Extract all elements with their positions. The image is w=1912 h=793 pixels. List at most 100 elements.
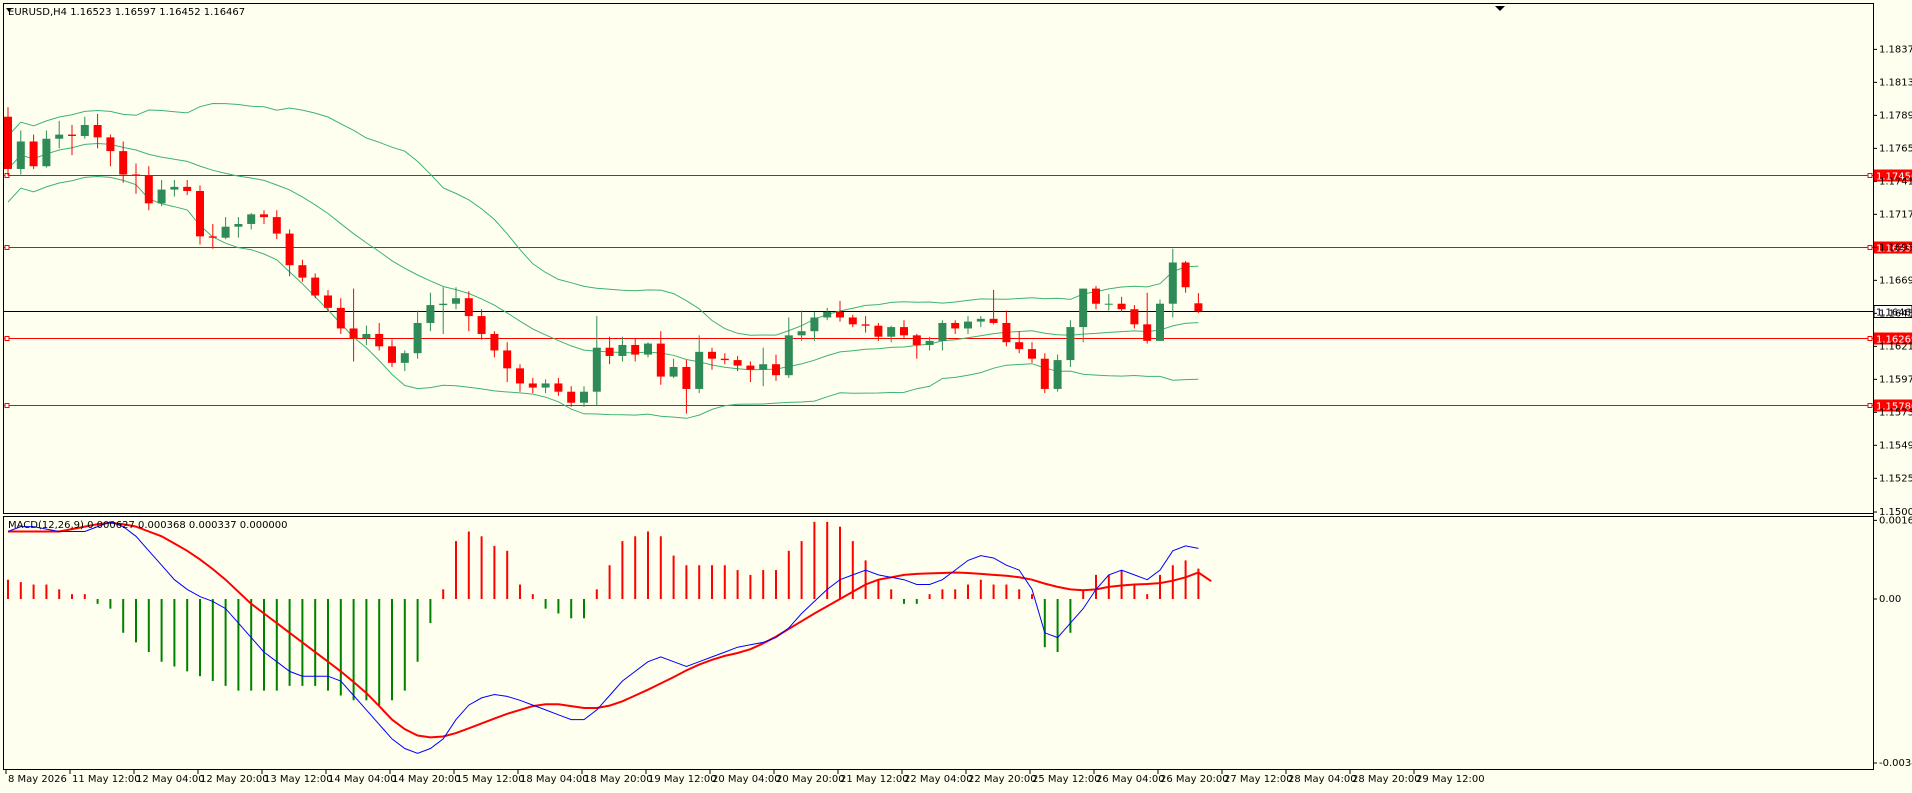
candle-body [861, 324, 870, 326]
menu-triangle-icon[interactable] [6, 8, 12, 12]
candle-body [464, 298, 473, 317]
candle-body [759, 364, 768, 370]
candle-body [285, 233, 294, 266]
candle-body [1002, 322, 1011, 343]
candle-body [1066, 327, 1075, 361]
time-tick-label: 8 May 2026 [8, 774, 67, 785]
current-price-label: 1.16467 [1876, 308, 1912, 319]
bullish-candle [784, 317, 793, 378]
time-tick-label: 21 May 12:00 [840, 774, 909, 785]
bullish-candle [157, 179, 166, 207]
bearish-candle [68, 124, 76, 156]
bullish-candle [247, 212, 256, 230]
candle-body [669, 366, 678, 377]
bearish-candle [132, 163, 140, 194]
bearish-candle [567, 386, 576, 407]
bullish-candle [1168, 248, 1177, 318]
candle-body [183, 186, 192, 191]
time-tick-label: 27 May 12:00 [1224, 774, 1293, 785]
bullish-candle [439, 287, 448, 334]
candle-body [298, 265, 307, 278]
candle-body [132, 174, 140, 176]
price-tick-label: 1.16450 [1879, 308, 1912, 319]
candle-body [68, 134, 76, 136]
bearish-candle [1181, 261, 1190, 293]
candle-body [708, 351, 716, 359]
candle-body [925, 340, 934, 345]
bullish-candle [695, 335, 704, 394]
price-tick-label: 1.18130 [1879, 77, 1912, 88]
bollinger-upper-band [7, 102, 1199, 336]
level-anchor-icon [4, 403, 10, 408]
level-price-badge [1874, 399, 1912, 412]
candle-body [234, 223, 243, 227]
candle-body [695, 351, 704, 389]
candle-body [528, 383, 537, 388]
bearish-candle [1143, 292, 1152, 344]
bearish-candle [298, 259, 307, 282]
candle-body [1168, 262, 1177, 304]
candle-body [733, 360, 742, 366]
macd-tick-label: -0.00340 [1879, 758, 1912, 769]
price-tick-label: 1.15005 [1879, 507, 1912, 518]
price-tick-label: 1.15490 [1879, 440, 1912, 451]
bullish-candle [810, 311, 819, 341]
level-price-label: 1.16269 [1876, 335, 1912, 346]
bearish-candle [746, 361, 755, 383]
level-anchor-icon [1867, 403, 1873, 408]
level-price-badge [1874, 169, 1912, 182]
bearish-candle [605, 336, 614, 365]
bullish-candle [170, 179, 179, 197]
time-tick-label: 20 May 20:00 [776, 774, 845, 785]
bearish-candle [349, 288, 358, 362]
candle-body [567, 391, 576, 403]
current-price-badge [1873, 305, 1912, 318]
bearish-candle [1002, 310, 1011, 347]
bearish-candle [848, 314, 857, 328]
time-tick-label: 28 May 04:00 [1288, 774, 1357, 785]
candle-body [644, 343, 652, 355]
bullish-candle [362, 325, 371, 345]
bearish-candle [720, 353, 729, 365]
time-tick-label: 14 May 20:00 [392, 774, 461, 785]
candle-body [349, 328, 358, 339]
candle-body [247, 214, 256, 224]
time-tick-label: 25 May 12:00 [1032, 774, 1101, 785]
bearish-candle [874, 322, 883, 341]
bearish-candle [708, 347, 716, 370]
shift-marker-icon[interactable] [1495, 6, 1505, 11]
bullish-candle [976, 316, 985, 328]
bearish-candle [388, 339, 396, 367]
bullish-candle [234, 217, 243, 238]
bearish-candle [1092, 285, 1100, 310]
candle-body [554, 383, 563, 392]
bearish-candle [324, 289, 332, 312]
bearish-candle [464, 291, 473, 332]
candle-body [976, 318, 985, 322]
price-tick-label: 1.15730 [1879, 407, 1912, 418]
bearish-candle [196, 185, 204, 245]
candle-body [208, 236, 217, 238]
candle-body [106, 137, 115, 152]
price-tick-label: 1.17890 [1879, 110, 1912, 121]
candle-body [836, 311, 844, 318]
candle-body [656, 343, 665, 377]
candle-body [618, 344, 627, 356]
bearish-candle [208, 223, 217, 249]
bullish-candle [1053, 354, 1062, 392]
bullish-candle [644, 342, 652, 358]
bearish-candle [1194, 293, 1203, 314]
candle-body [119, 151, 128, 175]
time-tick-label: 14 May 04:00 [328, 774, 397, 785]
time-tick-label: 12 May 20:00 [200, 774, 269, 785]
bearish-candle [490, 331, 499, 358]
candle-body [426, 305, 435, 323]
candle-body [1040, 358, 1049, 389]
candle-body [16, 141, 25, 169]
bullish-candle [426, 292, 435, 332]
candle-body [631, 344, 640, 355]
candle-body [388, 346, 396, 363]
candle-body [989, 318, 998, 323]
price-tick-label: 1.17410 [1879, 176, 1912, 187]
